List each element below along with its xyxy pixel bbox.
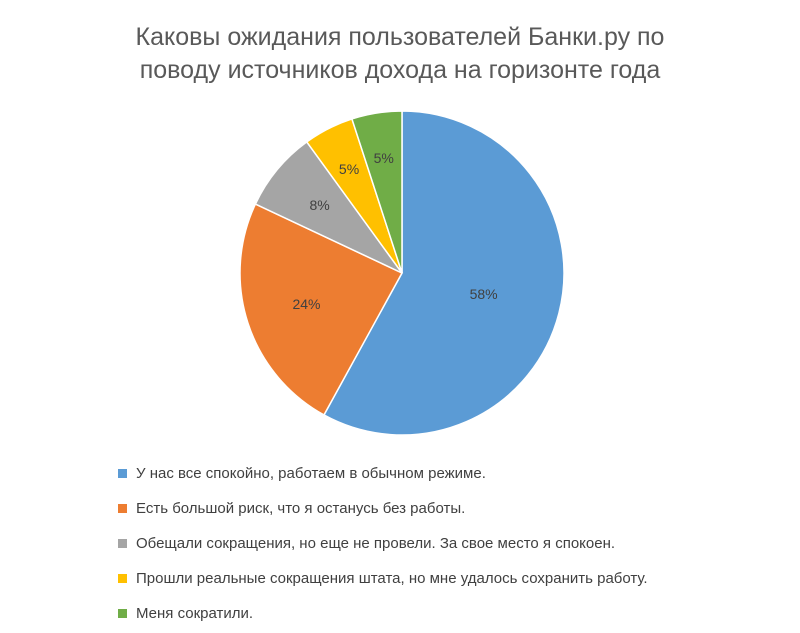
legend-item-1: У нас все спокойно, работаем в обычном р…: [118, 456, 778, 491]
legend-swatch-4: [118, 574, 127, 583]
legend-label-5: Меня сократили.: [136, 605, 254, 622]
legend-item-4: Прошли реальные сокращения штата, но мне…: [118, 561, 778, 596]
legend-swatch-3: [118, 539, 127, 548]
data-label-5: 5%: [374, 150, 394, 166]
chart-legend: У нас все спокойно, работаем в обычном р…: [118, 456, 778, 631]
chart-title-line-2: поводу источников дохода на горизонте го…: [139, 56, 661, 84]
legend-label-2: Есть большой риск, что я останусь без ра…: [136, 500, 466, 517]
data-label-3: 8%: [309, 197, 329, 213]
data-label-1: 58%: [470, 286, 498, 302]
legend-item-3: Обещали сокращения, но еще не провели. З…: [118, 526, 778, 561]
data-label-2: 24%: [292, 296, 320, 312]
data-label-4: 5%: [339, 161, 359, 177]
legend-swatch-1: [118, 469, 127, 478]
pie-slice-5: [350, 110, 403, 274]
pie-slice-1: [322, 110, 565, 436]
chart-title-line-1: Каковы ожидания пользователей Банки.ру п…: [135, 23, 665, 51]
pie-slice-2: [239, 203, 404, 416]
legend-label-1: У нас все спокойно, работаем в обычном р…: [136, 465, 486, 482]
legend-swatch-5: [118, 609, 127, 618]
legend-label-4: Прошли реальные сокращения штата, но мне…: [136, 570, 648, 587]
legend-swatch-2: [118, 504, 127, 513]
legend-label-3: Обещали сокращения, но еще не провели. З…: [136, 535, 616, 552]
legend-item-5: Меня сократили.: [118, 596, 778, 631]
legend-item-2: Есть большой риск, что я останусь без ра…: [118, 491, 778, 526]
